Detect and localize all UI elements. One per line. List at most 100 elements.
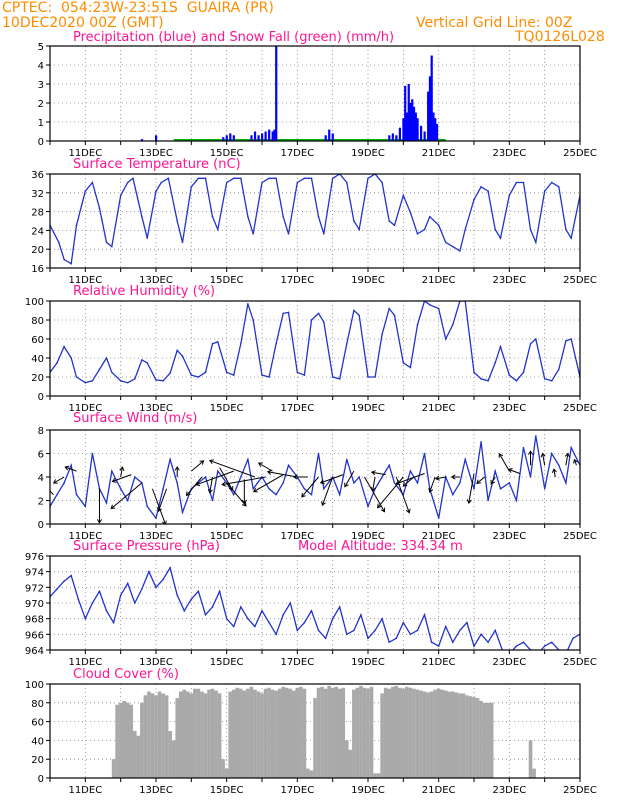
precip-bar	[328, 129, 331, 141]
cloud-bar	[182, 689, 187, 778]
rh-point	[409, 366, 412, 369]
rh-point	[232, 374, 235, 376]
pres-point	[105, 610, 108, 612]
cloud-bar	[256, 691, 261, 778]
wind-point	[499, 487, 502, 490]
ytick-label: 100	[25, 297, 44, 308]
wind-arrow	[564, 452, 570, 466]
pres-point	[423, 613, 426, 616]
wind-point	[464, 458, 466, 461]
wind-arrow	[52, 476, 65, 484]
wind-arrow-shaft	[573, 459, 577, 466]
cloud-bar	[451, 691, 455, 778]
wind-arrow-head	[402, 482, 408, 487]
precip-bar	[423, 131, 426, 141]
precip-bar	[428, 76, 432, 141]
pres-point	[261, 610, 263, 612]
cloud-bar	[284, 687, 289, 778]
xtick-label: 13DEC	[139, 275, 173, 286]
cloud-bar	[193, 688, 197, 778]
pres-point	[346, 633, 348, 636]
xtick-label: 21DEC	[422, 403, 456, 414]
precip-bar	[388, 135, 391, 141]
xtick-label: 13DEC	[139, 403, 173, 414]
temp-point	[515, 181, 518, 184]
precip-bar	[155, 135, 158, 141]
temp-point	[437, 224, 440, 227]
temp-point	[58, 241, 60, 244]
cloud-bar	[408, 687, 413, 778]
panel-frame	[49, 683, 581, 779]
ytick-label: 60	[31, 335, 44, 346]
wind-arrow	[221, 476, 266, 487]
rh-point	[75, 376, 78, 378]
rh-point	[393, 314, 396, 317]
pres-point	[317, 629, 320, 632]
wind-point	[111, 470, 113, 472]
wind-arrow-shaft	[372, 476, 376, 491]
pres-point	[395, 637, 398, 640]
wind-point	[155, 517, 157, 519]
pres-point	[459, 629, 461, 632]
temp-point	[232, 177, 235, 180]
wind-point	[543, 487, 546, 490]
wind-point	[353, 482, 355, 484]
rh-point	[91, 380, 94, 382]
temp-point	[480, 186, 482, 188]
rh-point	[303, 374, 306, 376]
precip-bar	[275, 46, 278, 141]
temp-point	[558, 186, 560, 188]
xtick-label: 25DEC	[563, 657, 597, 668]
rh-point	[522, 371, 525, 374]
cloud-bar	[274, 690, 278, 778]
cloud-bar	[436, 688, 441, 778]
cloud-bar	[486, 702, 490, 778]
temp-point	[98, 207, 101, 209]
cloud-bar	[267, 687, 271, 778]
forecast-init-time: 10DEC2020 00Z (GMT)	[2, 15, 164, 31]
wind-point	[63, 482, 65, 484]
temp-point	[388, 220, 391, 222]
pres-point	[119, 594, 122, 596]
wind-arrow	[110, 482, 143, 510]
temp-point	[126, 181, 129, 184]
temp-point	[63, 258, 65, 261]
precip-bar	[430, 55, 433, 141]
rh-point	[287, 311, 290, 314]
temp-point	[132, 177, 134, 180]
pres-point	[240, 606, 242, 608]
precip-bar	[416, 118, 419, 141]
pres-point	[480, 633, 482, 636]
cloud-bar	[143, 695, 148, 778]
rh-point	[162, 380, 164, 382]
ytick-label: 4	[38, 473, 44, 484]
panel-title: Surface Wind (m/s)	[73, 411, 197, 426]
cloud-bar	[433, 689, 437, 778]
cloud-bar	[154, 695, 158, 778]
cloud-bar	[207, 689, 211, 778]
pres-point	[331, 617, 334, 620]
rh-point	[126, 381, 129, 384]
cloud-bar	[299, 686, 303, 778]
cloud-bar	[189, 693, 194, 778]
ytick-label: 80	[31, 316, 44, 327]
precip-bar	[420, 125, 423, 141]
precip-bar	[407, 84, 410, 141]
cloud-bar	[270, 689, 275, 778]
pres-point	[437, 645, 440, 647]
temp-point	[240, 177, 242, 180]
temp-point	[111, 245, 113, 248]
ytick-label: 20	[31, 373, 44, 384]
wind-point	[105, 502, 108, 504]
precip-bar	[427, 91, 430, 141]
panel-title: Cloud Cover (%)	[73, 667, 179, 682]
cloud-bar	[164, 695, 169, 778]
pres-point	[367, 637, 369, 640]
pres-point	[84, 617, 87, 620]
wind-point	[452, 493, 454, 496]
rh-point	[141, 359, 143, 361]
precip-bar	[391, 133, 394, 141]
cloud-bar	[412, 688, 416, 778]
ytick-label: 976	[25, 552, 44, 563]
pres-point	[218, 590, 221, 593]
